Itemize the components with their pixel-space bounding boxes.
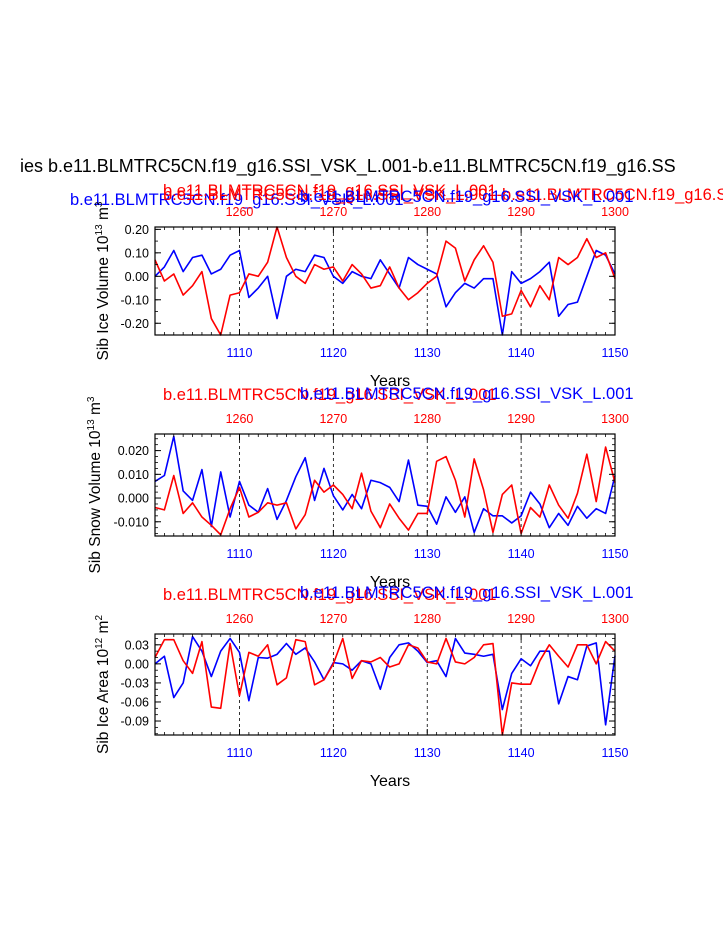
series-line-red — [154, 446, 616, 536]
y-axis-label: Sib Snow Volume 1013 m3 — [86, 396, 104, 573]
y-tick-label: 0.03 — [125, 638, 149, 652]
y-tick-label: -0.09 — [121, 715, 150, 729]
x-bottom-tick-label: 1120 — [320, 746, 347, 760]
x-bottom-tick-label: 1110 — [227, 746, 253, 760]
x-bottom-tick-label: 1140 — [508, 346, 535, 360]
y-tick-label: -0.06 — [121, 695, 150, 709]
y-axis-label-text: m — [87, 402, 104, 419]
x-axis-label: Years — [370, 373, 410, 390]
y-tick-label: 0.00 — [125, 270, 149, 284]
y-tick-label: 0.20 — [125, 223, 149, 237]
y-tick-label: 0.000 — [118, 492, 149, 506]
y-axis-label: Sib Ice Area 1012 m2 — [94, 615, 112, 754]
x-bottom-tick-label: 1140 — [508, 547, 535, 561]
x-bottom-tick-label: 1130 — [414, 547, 441, 561]
y-axis-label-superscript: 13 — [94, 224, 105, 236]
y-tick-label: -0.010 — [114, 515, 149, 529]
figure-title-red: b.e11.BLMTRC5CN.f19_g16.SSI_VSK_L.001-b.… — [163, 186, 723, 204]
panel-title-red: b.e11.BLMTRC5CN.f19_g16.SSI_VSK_L.001 — [163, 386, 497, 404]
x-bottom-tick-label: 1150 — [602, 746, 629, 760]
figure-main-title: ies b.e11.BLMTRC5CN.f19_g16.SSI_VSK_L.00… — [20, 156, 676, 177]
series-line-blue — [154, 249, 616, 336]
x-top-tick-label: 1300 — [601, 205, 629, 219]
y-tick-label: 0.020 — [118, 444, 149, 458]
x-top-tick-label: 1260 — [226, 412, 254, 426]
x-bottom-tick-label: 1140 — [508, 746, 535, 760]
chart-panel-2: b.e11.BLMTRC5CN.f19_g16.SSI_VSK_L.001b.e… — [86, 385, 634, 591]
panel-title-red: b.e11.BLMTRC5CN.f19_g16.SSI_VSK_L.001 — [163, 182, 497, 200]
y-axis-label-text: Sib Ice Area 10 — [95, 649, 112, 755]
y-axis-label-text: Sib Snow Volume 10 — [87, 430, 104, 573]
y-axis-label-text: Sib Ice Volume 10 — [95, 235, 112, 360]
x-bottom-tick-label: 1130 — [414, 746, 441, 760]
x-top-tick-label: 1260 — [226, 205, 254, 219]
panel-title-blue: b.e11.BLMTRC5CN.f19_g16.SSI_VSK_L.001 — [300, 584, 634, 602]
x-top-tick-label: 1270 — [319, 412, 347, 426]
y-tick-label: -0.03 — [121, 676, 150, 690]
chart-panel-1: b.e11.BLMTRC5CN.f19_g16.SSI_VSK_L.001b.e… — [94, 182, 634, 390]
panel-title-red: b.e11.BLMTRC5CN.f19_g16.SSI_VSK_L.001 — [163, 586, 497, 604]
series-line-red — [154, 226, 616, 336]
y-axis-label-superscript: 2 — [94, 615, 105, 621]
x-axis-label: Years — [370, 773, 410, 790]
panel-title-blue: b.e11.BLMTRC5CN.f19_g16.SSI_VSK_L.001 — [300, 385, 634, 403]
x-top-tick-label: 1270 — [319, 612, 347, 626]
y-axis-label-text: m — [95, 207, 112, 224]
y-axis-label-superscript: 3 — [86, 396, 97, 402]
plot-frame — [154, 433, 616, 537]
y-tick-label: 0.00 — [125, 657, 149, 671]
x-bottom-tick-label: 1150 — [602, 547, 629, 561]
x-top-tick-label: 1300 — [601, 612, 629, 626]
plot-frame — [154, 226, 616, 336]
x-top-tick-label: 1260 — [226, 612, 254, 626]
chart-panel-3: b.e11.BLMTRC5CN.f19_g16.SSI_VSK_L.001b.e… — [94, 584, 634, 790]
y-tick-label: -0.10 — [121, 293, 150, 307]
x-top-tick-label: 1300 — [601, 412, 629, 426]
y-axis-label-text: m — [95, 621, 112, 638]
y-axis-label-superscript: 13 — [86, 419, 97, 431]
y-axis-label: Sib Ice Volume 1013 m3 — [94, 201, 112, 360]
x-bottom-tick-label: 1150 — [602, 346, 629, 360]
y-axis-label-superscript: 12 — [94, 637, 105, 649]
plot-frame — [154, 633, 616, 736]
x-top-tick-label: 1280 — [413, 412, 441, 426]
x-bottom-tick-label: 1130 — [414, 346, 441, 360]
x-axis-label: Years — [370, 574, 410, 591]
x-bottom-tick-label: 1120 — [320, 547, 347, 561]
x-top-tick-label: 1280 — [413, 205, 441, 219]
y-tick-label: 0.10 — [125, 246, 149, 260]
x-bottom-tick-label: 1120 — [320, 346, 347, 360]
series-line-blue — [154, 435, 616, 534]
x-top-tick-label: 1270 — [319, 205, 347, 219]
figure-title-blue: b.e11.BLMTRC5CN.f19_g16.SSI_VSK_L.001 — [70, 191, 404, 209]
panel-title-blue: b.e11.BLMTRC5CN.f19_g16.SSI_VSK_L.001 — [300, 188, 634, 206]
y-tick-label: 0.010 — [118, 468, 149, 482]
series-line-red — [154, 637, 616, 736]
x-top-tick-label: 1290 — [507, 205, 535, 219]
x-bottom-tick-label: 1110 — [227, 346, 253, 360]
x-top-tick-label: 1290 — [507, 612, 535, 626]
y-tick-label: -0.20 — [121, 317, 150, 331]
x-bottom-tick-label: 1110 — [227, 547, 253, 561]
series-line-blue — [154, 635, 616, 726]
x-top-tick-label: 1280 — [413, 612, 441, 626]
x-top-tick-label: 1290 — [507, 412, 535, 426]
y-axis-label-superscript: 3 — [94, 201, 105, 207]
